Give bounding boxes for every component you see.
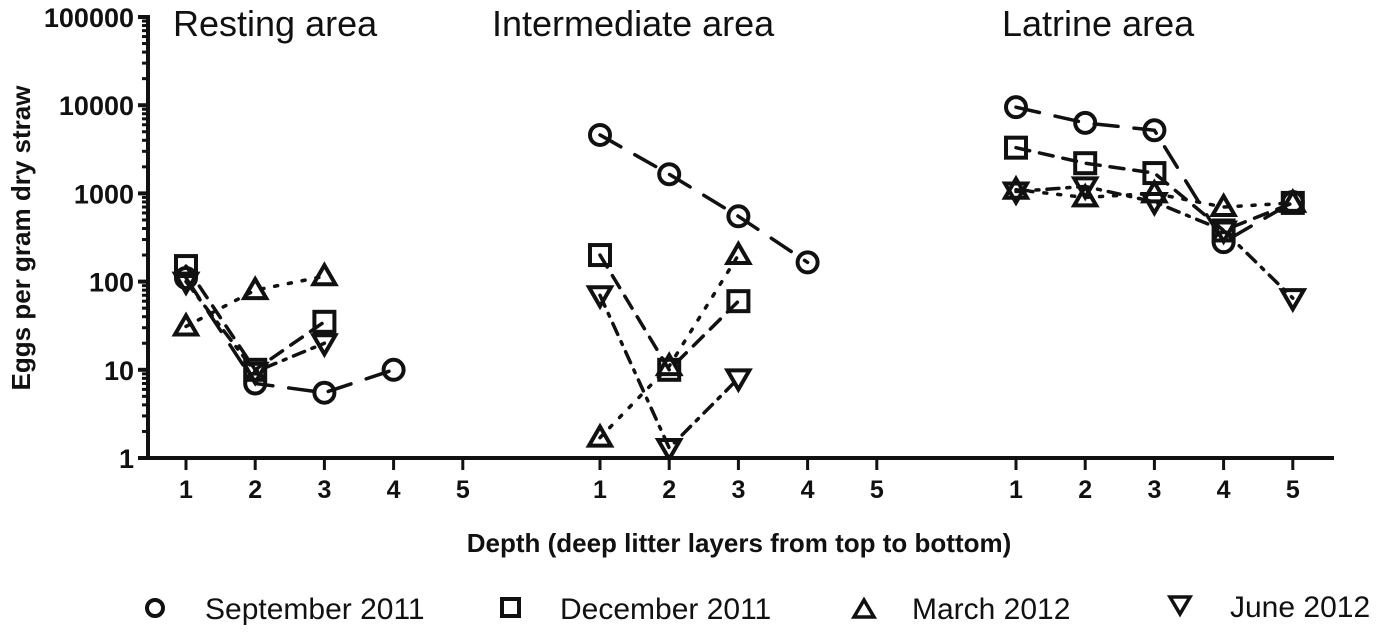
circle-marker [795, 250, 820, 275]
triangle-down-marker [1070, 176, 1100, 202]
series-line [598, 293, 741, 451]
x-tick-label: 3 [731, 476, 745, 504]
triangle-down-marker [1209, 220, 1239, 246]
y-axis-title: Eggs per gram dry straw [6, 85, 36, 391]
y-tick-label: 10000 [59, 91, 134, 121]
triangle-up-marker [240, 275, 270, 301]
circle-marker [588, 122, 612, 147]
square-marker-icon [500, 597, 521, 618]
triangle-up-marker [309, 261, 339, 287]
triangle-down-marker-icon [1166, 595, 1194, 618]
square-marker [1004, 135, 1028, 160]
svg-text:September 2011: September 2011 [205, 593, 425, 626]
circle-marker [312, 380, 337, 405]
square-marker [1073, 151, 1098, 176]
x-tick-label: 5 [1286, 476, 1300, 504]
panel-resting-area [171, 254, 406, 405]
legend: September 2011 December 2011 March 2012 … [145, 591, 1370, 626]
triangle-down-marker [1001, 181, 1031, 207]
series-line [184, 279, 327, 374]
x-tick-label: 1 [593, 476, 607, 504]
y-tick-label: 100000 [44, 3, 134, 33]
legend-item-june-2012: June 2012 [1166, 591, 1370, 624]
legend-item-march-2012: March 2012 [850, 593, 1070, 626]
legend-item-december-2011: December 2011 [500, 593, 771, 626]
triangle-up-marker [654, 351, 684, 377]
x-tick-label: 3 [1147, 476, 1161, 504]
square-marker [174, 254, 198, 279]
svg-text:December 2011: December 2011 [560, 593, 771, 626]
series-line [598, 253, 741, 373]
triangle-down-marker [654, 437, 684, 463]
triangle-down-marker [1139, 191, 1169, 217]
y-tick-label: 1000 [74, 179, 134, 209]
series-line [598, 133, 810, 265]
x-tick-label: 3 [317, 476, 331, 504]
x-tick-label: 2 [662, 476, 676, 504]
triangle-down-marker [309, 333, 339, 359]
legend-item-september-2011: September 2011 [145, 593, 425, 626]
panel-title-resting: Resting area [173, 3, 378, 44]
x-axis-title: Depth (deep litter layers from top to bo… [467, 528, 1012, 558]
panel-latrine-area [1001, 95, 1308, 314]
panel-title-intermediate: Intermediate area [492, 3, 775, 44]
triangle-down-marker [585, 285, 615, 311]
triangle-up-marker-icon [850, 596, 878, 619]
circle-marker [1142, 118, 1167, 143]
axes: 1 10 100 1000 10000 100000 1 2 3 4 5 1 2 3 4 5 1 2 3 4 5 [44, 3, 1334, 504]
square-marker [312, 309, 337, 334]
x-tick-label: 1 [179, 476, 193, 504]
x-tick-label: 2 [248, 476, 262, 504]
circle-marker [657, 162, 682, 187]
square-marker [588, 243, 612, 268]
triangle-up-marker [585, 422, 615, 448]
x-tick-label: 5 [870, 476, 884, 504]
y-tick-label: 100 [89, 268, 134, 298]
series-line [184, 276, 396, 395]
circle-marker [1004, 95, 1028, 120]
panel-title-latrine: Latrine area [1002, 3, 1195, 44]
series-line [598, 253, 741, 440]
triangle-up-marker [1139, 178, 1169, 204]
x-tick-label: 4 [801, 476, 815, 504]
triangle-up-marker [1278, 187, 1308, 213]
triangle-down-marker [240, 361, 270, 387]
panel-intermediate-area [585, 122, 820, 463]
x-tick-label: 1 [1009, 476, 1023, 504]
series-line [1014, 184, 1295, 300]
triangle-up-marker [723, 240, 753, 266]
svg-text:March 2012: March 2012 [912, 593, 1070, 626]
triangle-down-marker [1278, 288, 1308, 314]
series-line [1014, 145, 1295, 233]
series-layer [171, 95, 1308, 463]
circle-marker [1073, 110, 1098, 135]
triangle-down-marker [723, 368, 753, 394]
x-tick-label: 4 [387, 476, 401, 504]
y-tick-label: 1 [119, 444, 134, 474]
circle-marker [726, 204, 751, 229]
x-tick-label: 2 [1078, 476, 1092, 504]
series-line [1014, 105, 1295, 245]
svg-text:June 2012: June 2012 [1230, 591, 1370, 624]
triangle-down-marker [171, 271, 201, 297]
y-tick-label: 10 [104, 356, 134, 386]
triangle-up-marker [1209, 192, 1239, 218]
circle-marker-icon [145, 598, 165, 618]
square-marker [726, 289, 751, 314]
series-line [184, 274, 327, 329]
triangle-up-marker [171, 311, 201, 337]
triangle-up-marker [1070, 182, 1100, 208]
circle-marker [381, 357, 406, 382]
x-tick-label: 5 [456, 476, 470, 504]
triangle-up-marker [1001, 174, 1031, 200]
x-tick-label: 4 [1217, 476, 1231, 504]
